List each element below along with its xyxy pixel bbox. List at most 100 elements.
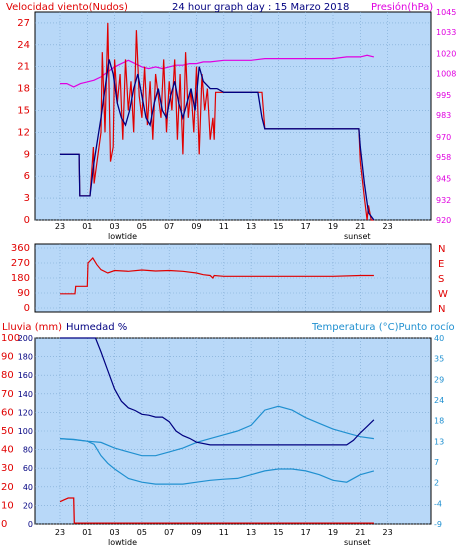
pressure-line bbox=[60, 54, 375, 88]
x-tick-label: 07 bbox=[164, 528, 174, 537]
wind-y-tick: 12 bbox=[17, 127, 30, 138]
temp-y-tick: -9 bbox=[434, 520, 442, 529]
x-tick-label: 23 bbox=[55, 528, 65, 537]
x-tick-label: 07 bbox=[164, 222, 174, 231]
humidity-y-tick: 0 bbox=[28, 520, 33, 529]
humidity-y-tick: 40 bbox=[23, 483, 33, 492]
wind-pressure-panel bbox=[34, 11, 432, 221]
x-tick-label: 13 bbox=[246, 222, 256, 231]
temp-axis-labels: 23 01 03 05 07 09 11 13 15 17 19 21 23 0 0 10 20 20 40 30 60… bbox=[1, 333, 444, 537]
compass-label: S bbox=[438, 274, 444, 285]
compass-label: W bbox=[438, 289, 448, 300]
x-tick-label: 03 bbox=[110, 528, 120, 537]
x-tick-label: 05 bbox=[137, 528, 147, 537]
humidity-y-tick: 20 bbox=[23, 501, 33, 510]
wind-gust-line bbox=[60, 22, 374, 221]
wind-y-tick: 24 bbox=[17, 40, 30, 51]
humidity-title: Humedad % bbox=[66, 322, 127, 333]
x-tick-label: 17 bbox=[301, 222, 311, 231]
dewpoint-line bbox=[59, 438, 375, 485]
rain-y-tick: 20 bbox=[1, 482, 14, 493]
x-tick-label: 01 bbox=[82, 222, 92, 231]
direction-line bbox=[60, 257, 374, 295]
x-tick-label: 19 bbox=[328, 528, 338, 537]
lowtide-label-top: lowtide bbox=[108, 232, 137, 241]
direction-y-tick: 270 bbox=[11, 258, 30, 269]
humidity-line bbox=[60, 337, 375, 446]
rain-y-tick: 0 bbox=[1, 519, 7, 530]
pressure-y-tick: 920 bbox=[436, 216, 451, 225]
temp-y-tick: 35 bbox=[434, 355, 444, 364]
humidity-y-tick: 80 bbox=[23, 446, 33, 455]
pressure-y-tick: 945 bbox=[436, 174, 451, 183]
temp-y-tick: 7 bbox=[434, 458, 439, 467]
compass-label: N bbox=[438, 244, 445, 255]
direction-y-tick: 90 bbox=[17, 288, 30, 299]
pressure-y-tick: 970 bbox=[436, 133, 451, 142]
direction-y-tick: 0 bbox=[24, 303, 30, 314]
temp-y-tick: 13 bbox=[434, 437, 444, 446]
direction-y-tick: 180 bbox=[11, 273, 30, 284]
rain-y-tick: 40 bbox=[1, 445, 14, 456]
wind-y-tick: 0 bbox=[24, 215, 30, 226]
x-tick-label: 09 bbox=[191, 222, 201, 231]
rain-y-tick: 80 bbox=[1, 370, 14, 381]
rain-y-tick: 10 bbox=[1, 500, 14, 511]
wind-y-tick: 3 bbox=[24, 193, 30, 204]
x-tick-label: 21 bbox=[355, 222, 365, 231]
wind-y-tick: 6 bbox=[24, 171, 30, 182]
wind-y-tick: 9 bbox=[24, 149, 30, 160]
x-tick-label: 23 bbox=[383, 528, 393, 537]
humidity-y-tick: 60 bbox=[23, 464, 33, 473]
wind-y-tick: 15 bbox=[17, 106, 30, 117]
temp-humidity-lines bbox=[59, 337, 375, 524]
temp-title: Temperatura (°C)Punto rocío bbox=[311, 321, 455, 333]
temp-y-tick: 40 bbox=[434, 334, 444, 343]
x-tick-label: 15 bbox=[273, 222, 283, 231]
x-tick-label: 23 bbox=[383, 222, 393, 231]
x-tick-label: 17 bbox=[301, 528, 311, 537]
wind-y-tick: 21 bbox=[17, 62, 30, 73]
x-tick-label: 03 bbox=[110, 222, 120, 231]
lowtide-label-bottom: lowtide bbox=[108, 538, 137, 547]
pressure-y-tick: 958 bbox=[436, 153, 451, 162]
pressure-y-tick: 1020 bbox=[436, 50, 456, 59]
rain-y-tick: 90 bbox=[1, 352, 14, 363]
x-tick-label: 23 bbox=[55, 222, 65, 231]
humidity-y-tick: 140 bbox=[18, 390, 33, 399]
x-tick-label: 15 bbox=[273, 528, 283, 537]
pressure-title: Presión(hPa) bbox=[371, 1, 433, 13]
humidity-y-tick: 100 bbox=[18, 427, 33, 436]
compass-label: N bbox=[438, 304, 445, 315]
temp-y-tick: -4 bbox=[434, 499, 442, 508]
rain-y-tick: 30 bbox=[1, 463, 14, 474]
wind-title: Velocidad viento(Nudos) bbox=[6, 2, 128, 13]
wind-pressure-lines bbox=[60, 22, 375, 221]
humidity-y-tick: 180 bbox=[18, 353, 33, 362]
pressure-y-tick: 1008 bbox=[436, 70, 456, 79]
sunset-label-bottom: sunset bbox=[344, 538, 371, 547]
x-tick-label: 09 bbox=[191, 528, 201, 537]
x-tick-label: 13 bbox=[246, 528, 256, 537]
rain-y-tick: 70 bbox=[1, 389, 14, 400]
wind-y-tick: 27 bbox=[17, 18, 30, 29]
temp-grid bbox=[35, 337, 431, 525]
wind-direction-line bbox=[60, 257, 374, 295]
rain-y-tick: 60 bbox=[1, 407, 14, 418]
temp-y-tick: 2 bbox=[434, 479, 439, 488]
pressure-y-tick: 1045 bbox=[436, 8, 456, 17]
compass-label: E bbox=[438, 259, 444, 270]
x-tick-label: 21 bbox=[355, 528, 365, 537]
humidity-y-tick: 160 bbox=[18, 371, 33, 380]
wind-y-tick: 18 bbox=[17, 84, 30, 95]
x-tick-label: 11 bbox=[219, 222, 229, 231]
pressure-y-tick: 995 bbox=[436, 91, 451, 100]
pressure-y-tick: 932 bbox=[436, 196, 451, 205]
rain-line bbox=[59, 497, 374, 524]
wind-avg-line bbox=[60, 59, 375, 221]
direction-axis-labels: 0 N 90 W 180 S 270 E 360 N bbox=[11, 243, 448, 315]
direction-grid bbox=[35, 244, 431, 312]
pressure-y-tick: 983 bbox=[436, 111, 451, 120]
x-tick-label: 19 bbox=[328, 222, 338, 231]
